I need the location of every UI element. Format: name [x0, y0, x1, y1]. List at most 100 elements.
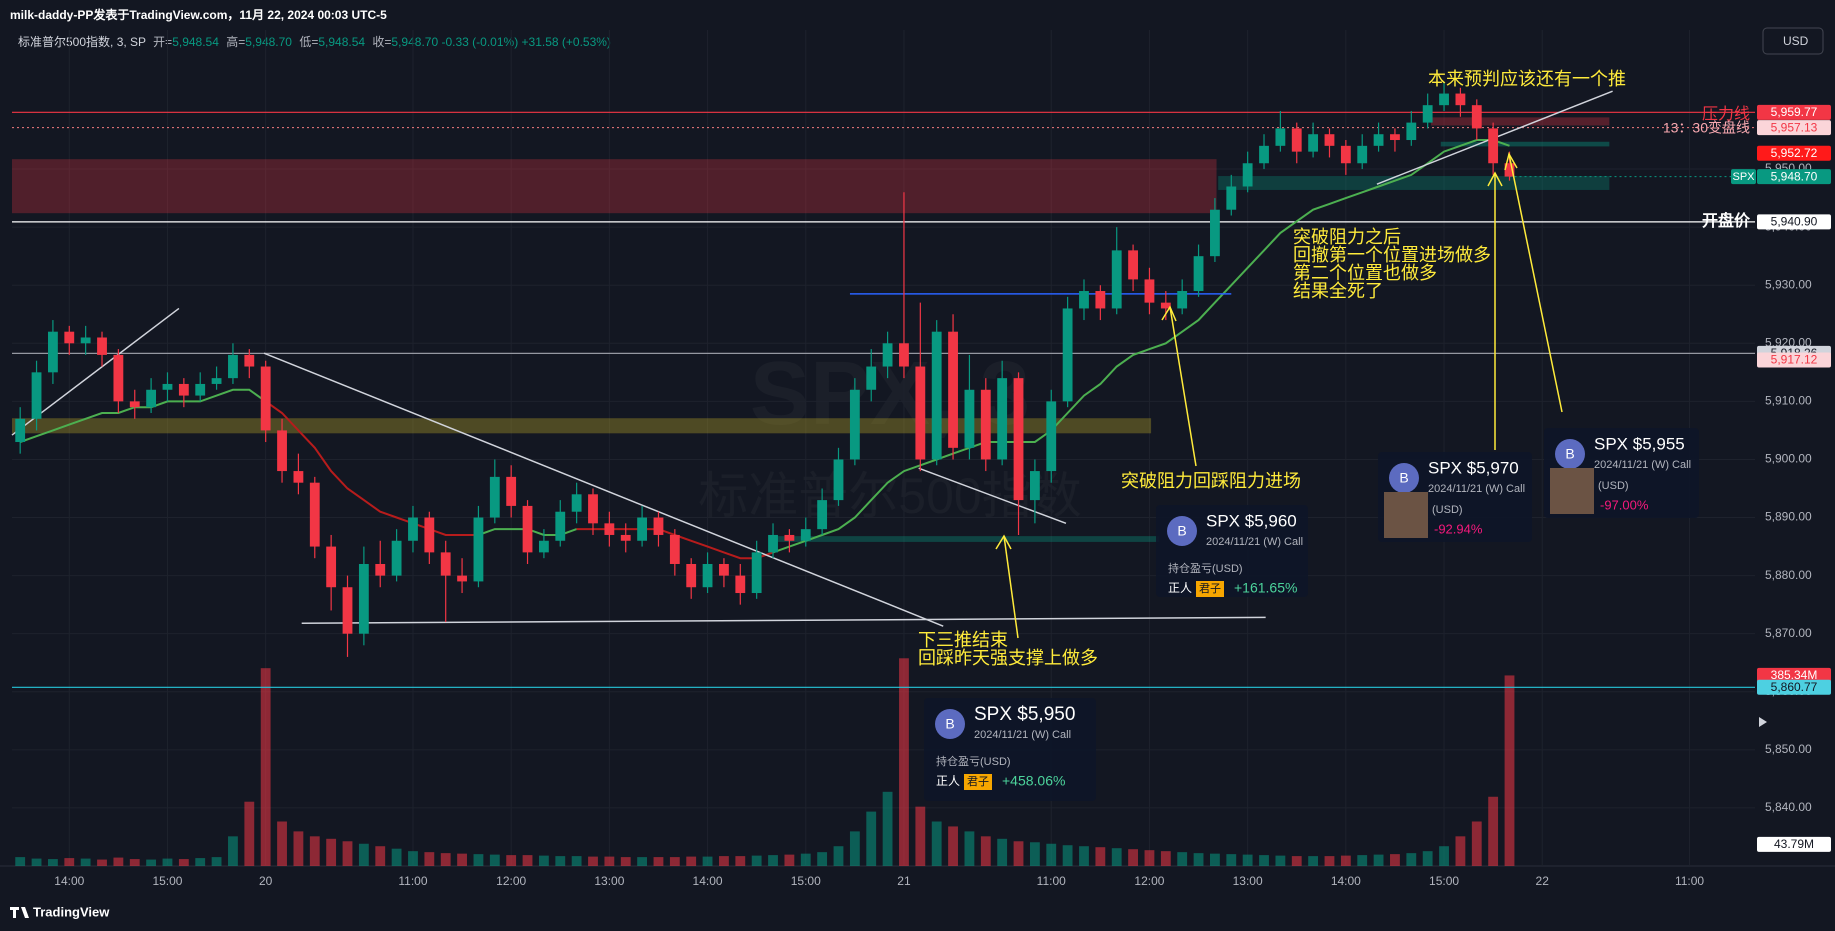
volume-bar [620, 857, 631, 866]
volume-bar [293, 831, 304, 866]
candle-body [964, 389, 975, 448]
volume-bar [964, 831, 975, 866]
candle-body [195, 383, 206, 396]
card-expiry: 2024/11/21 (W) Call [1206, 536, 1303, 548]
candle-body [146, 389, 157, 408]
annotation: 开盘价 [1702, 211, 1751, 230]
candle-body [113, 354, 124, 402]
volume-bar [48, 859, 58, 866]
card-pnl: +458.06% [1002, 773, 1065, 789]
zone [12, 418, 1152, 434]
candle-body [1095, 291, 1106, 309]
candle-body [1144, 279, 1155, 303]
x-tick-label: 15:00 [152, 874, 182, 888]
card-pnl: -97.00% [1600, 497, 1649, 512]
volume-bar [980, 836, 991, 866]
volume-bar [1160, 851, 1171, 866]
candle-body [1013, 378, 1024, 501]
volume-bar [1324, 856, 1335, 866]
volume-bar [1308, 856, 1319, 866]
card-tag: 君子 [967, 775, 989, 788]
volume-bar [457, 853, 467, 866]
volume-bar [1046, 843, 1057, 866]
card-pnl: -92.94% [1434, 521, 1483, 536]
candle-body [1259, 145, 1269, 164]
currency-label: USD [1783, 34, 1809, 48]
x-tick-label: 11:00 [1675, 874, 1704, 888]
volume-bar [931, 821, 942, 866]
candle-body [620, 534, 631, 541]
candle-body [768, 534, 778, 553]
volume-bar [440, 853, 451, 866]
volume-bar [113, 857, 124, 866]
price-label: 5,940.90 [1771, 215, 1818, 229]
x-tick-label: 13:00 [594, 874, 624, 888]
candle-body [833, 459, 844, 501]
volume-bar [342, 841, 353, 866]
x-tick-label: 20 [259, 874, 273, 888]
price-label-box [1757, 214, 1831, 230]
volume-bar [506, 855, 517, 866]
zone [1430, 117, 1610, 126]
volume-bar [1242, 854, 1253, 866]
candle-body [391, 540, 402, 576]
volume-bar [80, 858, 91, 866]
candle-body [440, 552, 451, 576]
candle-body [1079, 291, 1089, 309]
volume-bar [1062, 845, 1073, 866]
volume-bar [522, 855, 533, 866]
x-tick-label: 12:00 [1134, 874, 1164, 888]
arrow [1508, 153, 1563, 413]
candle-body [1455, 93, 1466, 106]
annotation: 结果全死了 [1293, 281, 1383, 301]
volume-bar [146, 859, 157, 866]
candle-body [326, 546, 337, 588]
volume-bar [489, 854, 500, 866]
candle-body [817, 500, 828, 530]
volume-bar [1439, 846, 1449, 866]
candle-body [915, 366, 926, 460]
cards: B SPX $5,950 2024/11/21 (W) Call 持仓盈亏(USD) 正… [924, 428, 1699, 801]
candle-body [244, 354, 255, 367]
volume-bar [64, 858, 75, 866]
card-expiry: 2024/11/21 (W) Call [1428, 483, 1525, 495]
candle-body [686, 563, 697, 588]
candle-body [1308, 134, 1319, 152]
y-tick-label: 5,900.00 [1765, 452, 1812, 466]
y-tick-label: 5,930.00 [1765, 277, 1812, 291]
trend-line [918, 467, 1067, 525]
currency-button[interactable] [1762, 27, 1824, 55]
volume-bar [244, 801, 255, 866]
volume-bar [473, 854, 484, 866]
legend-value: 5,948.54 [172, 35, 219, 49]
candles [15, 81, 1515, 657]
price-label: 5,948.70 [1771, 169, 1818, 183]
candle-body [1193, 256, 1204, 292]
scroll-arrow[interactable] [1759, 717, 1767, 727]
volume-bar [588, 856, 598, 866]
card-tag-bg [964, 774, 992, 790]
x-tick-label: 15:00 [1429, 874, 1459, 888]
candle-body [604, 523, 615, 535]
annotation: 第二个位置也做多 [1293, 263, 1437, 283]
x-tick-label: 14:00 [1331, 874, 1361, 888]
y-tick-label: 5,910.00 [1765, 394, 1812, 408]
trade-card: B SPX $5,950 2024/11/21 (W) Call 持仓盈亏(USD) 正… [924, 698, 1096, 801]
volume-bar [1095, 847, 1106, 866]
card-badge: B [1565, 446, 1574, 462]
annotations: 本来预判应该还有一个推 突破阻力之后 回撤第一个位置进场做多 第二个位置也做多 … [918, 69, 1751, 668]
volume-bar [604, 856, 615, 866]
candle-body [997, 378, 1008, 460]
arrow-head [1504, 152, 1518, 171]
candle-body [1488, 128, 1499, 164]
y-tick-label: 5,840.00 [1765, 800, 1812, 814]
volume-bar [1488, 796, 1499, 866]
volume-bar [915, 806, 926, 866]
price-label: 5,957.13 [1771, 120, 1818, 134]
y-tick-label: 5,850.00 [1765, 742, 1812, 756]
candle-body [211, 378, 222, 384]
card-badge-bg [1555, 439, 1585, 469]
volume-bar [1471, 821, 1482, 866]
logo-mark [10, 907, 29, 918]
